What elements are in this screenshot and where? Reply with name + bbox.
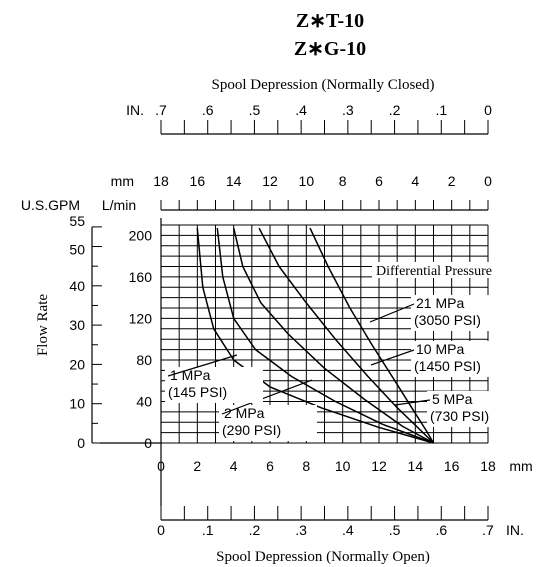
bottom-mm-tick-label: 0 [157,458,165,474]
series-label-line2: (145 PSI) [168,384,227,400]
series-label-bg [219,405,317,441]
top-axis-title: Spool Depression (Normally Closed) [212,77,435,93]
series-label-line2: (290 PSI) [222,422,281,438]
gpm-tick-label: 20 [69,356,85,372]
bottom-axis-tick-label: .2 [249,522,261,538]
top-axis: .7 .6 .5 .4 .3 .2 .1 0 [155,102,492,135]
title-line-2: Z∗G-10 [294,38,366,60]
y-axis-title: Flow Rate [35,294,51,356]
curve-labels: 21 MPa(3050 PSI) 10 MPa(1450 PSI) 5 MPa(73… [165,262,540,441]
series-label-line2: (3050 PSI) [414,312,481,328]
mm-top-tick-label: 8 [339,173,347,189]
series-leader-line [221,379,313,415]
lmin-label-bg [129,268,157,284]
series-curve-2 [232,227,434,444]
series-leader-line [167,354,238,377]
mm-top-axis: 18 16 14 12 10 8 6 4 2 0 [153,173,492,211]
mm-top-tick-label: 6 [375,173,383,189]
series-curve-3 [216,228,434,444]
mm-top-tick-label: 0 [484,173,492,189]
bottom-axis-tick-label: 0 [157,522,165,538]
top-axis-tick-label: .4 [295,102,307,118]
bottom-mm-tick-label: 18 [480,458,496,474]
lmin-tick-label: 160 [129,269,153,285]
mm-top-tick-label: 2 [448,173,456,189]
lmin-tick-label: 40 [136,393,152,409]
gpm-tick-label: 30 [69,317,85,333]
mm-top-tick-label: 18 [153,173,169,189]
series-label-line2: (1450 PSI) [414,358,481,374]
lmin-tick-label: 80 [136,352,152,368]
gpm-tick-label: 50 [69,242,85,258]
bottom-mm-tick-label: 16 [444,458,460,474]
legend-title-bg [372,262,540,278]
series-label-line1: 10 MPa [416,341,464,357]
series-label-line1: 21 MPa [416,295,464,311]
bottom-axis-tick-label: .3 [295,522,307,538]
series-label-line1: 1 MPa [170,367,211,383]
series-leader-line [394,399,431,406]
top-axis-tick-label: .6 [202,102,214,118]
mm-top-tick-label: 10 [299,173,315,189]
gpm-tick-label: 0 [77,435,85,451]
lmin-label-bg [129,227,157,243]
top-axis-tick-label: .2 [389,102,401,118]
mm-top-tick-label: 14 [226,173,242,189]
gpm-axis: 0 10 20 30 40 50 55 [69,213,102,451]
lmin-tick-label: 200 [129,227,153,243]
bottom-axis: 0 .1 .2 .3 .4 .5 .6 .7 [157,506,494,538]
bottom-mm-tick-label: 6 [266,458,274,474]
mm-top-axis-unit: mm [111,173,134,189]
bottom-mm-unit: mm [509,458,532,474]
lmin-label-bg [129,393,157,409]
bottom-mm-tick-label: 4 [230,458,238,474]
top-axis-tick-label: .5 [249,102,261,118]
bottom-mm-tick-label: 14 [408,458,424,474]
gpm-tick-label: 55 [69,213,85,229]
legend-title: Differential Pressure [376,264,492,279]
bottom-axis-unit: IN. [506,522,524,538]
lmin-tick-label: 120 [129,310,153,326]
series-label-line1: 5 MPa [432,391,473,407]
bottom-axis-tick-label: .1 [202,522,214,538]
series-label-line2: (730 PSI) [430,408,489,424]
mm-top-tick-label: 4 [411,173,419,189]
bottom-axis-tick-label: .6 [435,522,447,538]
series-leader-line [369,303,415,323]
mm-top-tick-label: 16 [190,173,206,189]
mm-top-tick-label: 12 [262,173,278,189]
gpm-axis-unit: U.S.GPM [21,197,80,213]
bottom-mm-tick-label: 2 [193,458,201,474]
bottom-axis-tick-label: .7 [482,522,494,538]
series-label-bg [411,295,509,331]
bottom-axis-tick-label: .4 [342,522,354,538]
series-curve-1 [258,227,435,444]
top-axis-tick-label: .1 [435,102,447,118]
top-axis-tick-label: 0 [484,102,492,118]
lmin-axis-unit: L/min [102,197,136,213]
series-label-line1: 2 MPa [224,405,265,421]
top-axis-unit: IN. [126,102,144,118]
bottom-mm-tick-label: 12 [371,458,387,474]
bottom-mm-axis: 0 2 4 6 8 10 12 14 16 18 [157,458,496,474]
series-label-bg [411,341,509,377]
top-axis-tick-label: .3 [342,102,354,118]
lmin-label-bg [129,351,157,367]
bottom-axis-title: Spool Depression (Normally Open) [216,549,430,565]
lmin-label-bg [129,310,157,326]
gpm-tick-label: 40 [69,278,85,294]
series-label-bg [165,367,263,403]
title-line-1: Z∗T-10 [296,10,364,32]
top-axis-tick-label: .7 [155,102,167,118]
bottom-mm-tick-label: 10 [335,458,351,474]
bottom-mm-tick-label: 8 [302,458,310,474]
series-label-bg [427,391,525,427]
bottom-axis-tick-label: .5 [389,522,401,538]
series-leader-line [370,349,415,366]
gpm-tick-label: 10 [69,396,85,412]
